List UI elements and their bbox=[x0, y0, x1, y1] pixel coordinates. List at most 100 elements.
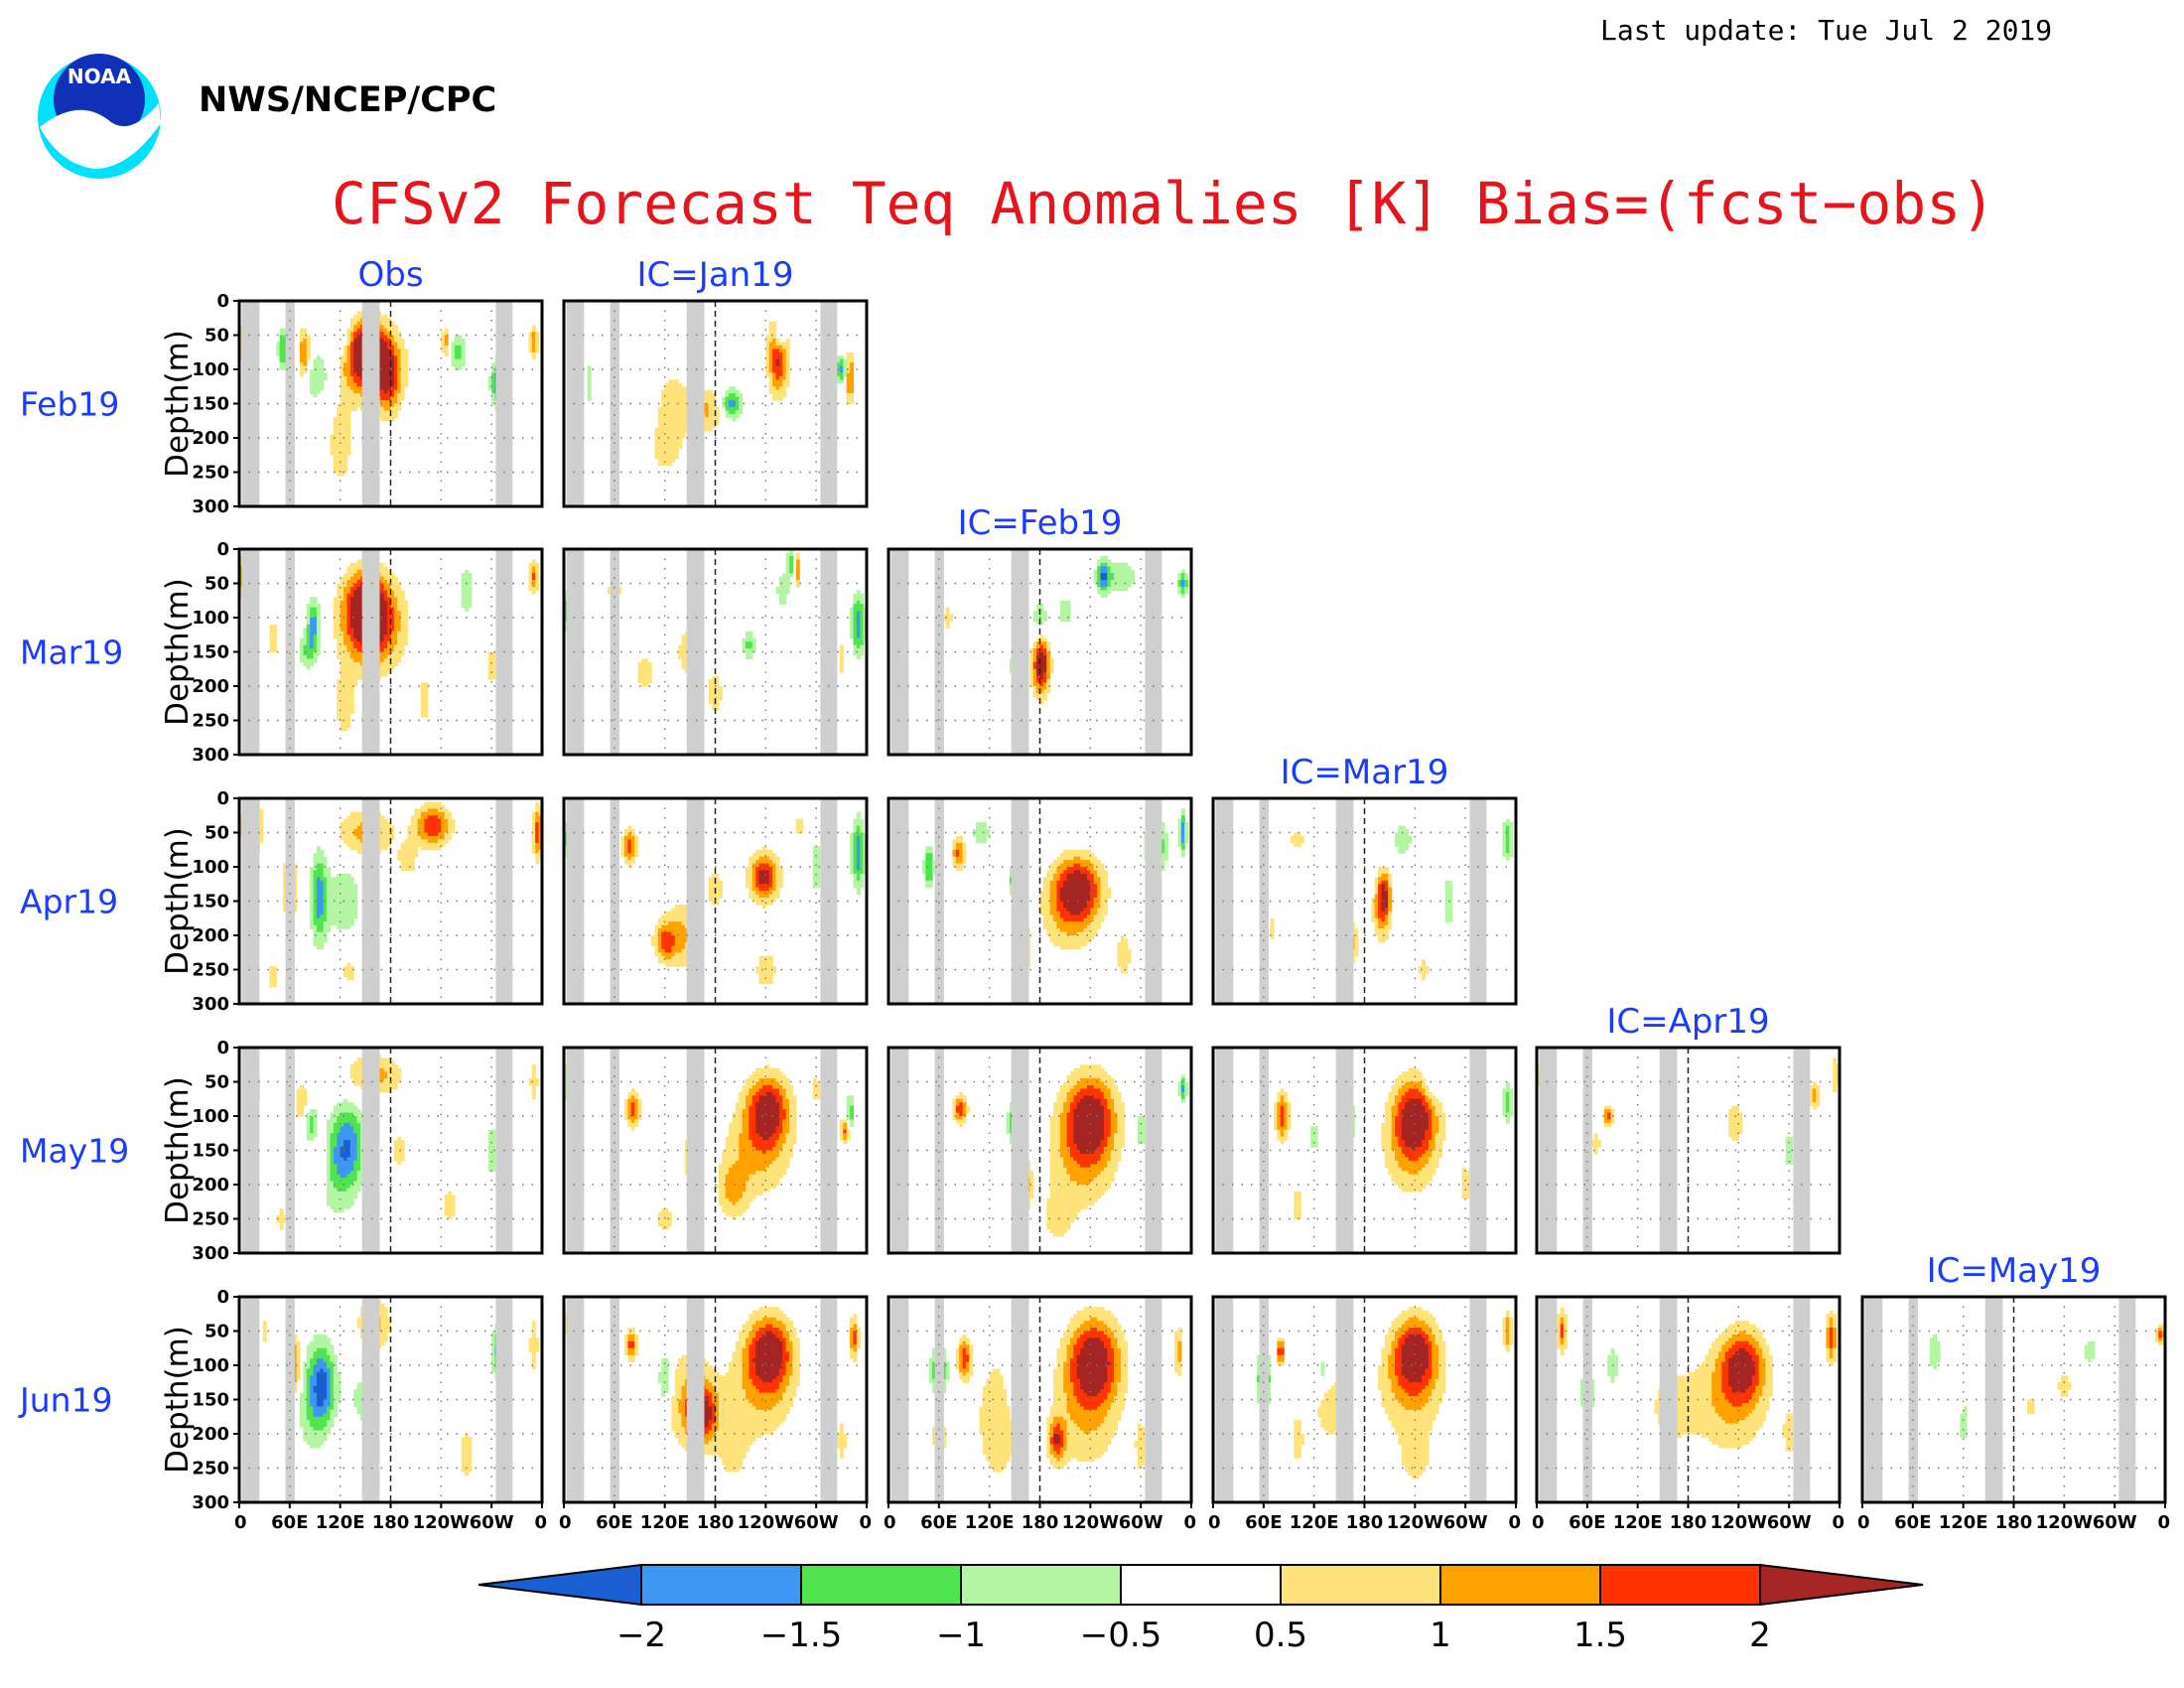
land-mask-band bbox=[610, 798, 619, 1004]
panel-apr19-col0: 0 50 100 150 200 250 300 Depth(m) Apr19 bbox=[20, 788, 544, 1015]
land-mask-band bbox=[1259, 1048, 1269, 1253]
land-mask-band bbox=[1908, 1297, 1918, 1502]
y-tick-label: 50 bbox=[205, 1322, 229, 1342]
y-tick-label: 0 bbox=[216, 788, 229, 809]
x-tick-label: 0 bbox=[1183, 1512, 1196, 1533]
x-tick-label: 60W bbox=[1443, 1512, 1488, 1533]
land-mask-band bbox=[1335, 1048, 1354, 1253]
land-mask-band bbox=[1539, 1297, 1558, 1502]
land-mask-band bbox=[1864, 1297, 1883, 1502]
y-tick-label: 200 bbox=[192, 428, 229, 449]
x-tick-label: 60W bbox=[470, 1512, 514, 1533]
x-tick-label: 60E bbox=[1245, 1512, 1282, 1533]
y-axis-label: Depth(m) bbox=[160, 578, 196, 726]
anomaly-field bbox=[564, 1048, 867, 1253]
y-tick-label: 150 bbox=[192, 1390, 229, 1411]
panel-may19-col3 bbox=[1211, 1046, 1518, 1255]
panel-frame bbox=[562, 299, 869, 508]
y-tick-label: 100 bbox=[192, 857, 229, 878]
colorbar-swatch bbox=[960, 1564, 1122, 1606]
y-axis-label: Depth(m) bbox=[160, 1076, 196, 1224]
x-tick-label: 120E bbox=[1939, 1512, 1988, 1533]
row-label-mar19: Mar19 bbox=[20, 633, 123, 672]
panel-frame bbox=[887, 1046, 1193, 1255]
land-mask-band bbox=[1011, 1048, 1029, 1253]
x-tick-label: 120W bbox=[1387, 1512, 1444, 1533]
last-update-label: Last update: Tue Jul 2 2019 bbox=[1600, 14, 2052, 47]
anomaly-field bbox=[1213, 1048, 1516, 1253]
anomaly-field bbox=[564, 1297, 867, 1502]
colorbar: −2 −1.5 −1 −0.5 0.5 1 1.5 2 bbox=[478, 1563, 1924, 1655]
land-mask-band bbox=[566, 798, 585, 1004]
y-tick-label: 0 bbox=[216, 1038, 229, 1058]
column-title: IC=Apr19 bbox=[1606, 1002, 1769, 1042]
colorbar-max-arrow bbox=[1759, 1563, 1924, 1607]
land-mask-band bbox=[1011, 549, 1029, 755]
panel-frame bbox=[887, 547, 1193, 757]
land-mask-band bbox=[1539, 1048, 1558, 1253]
land-mask-band bbox=[1659, 1297, 1678, 1502]
y-axis-label: Depth(m) bbox=[160, 330, 196, 478]
colorbar-label: −1 bbox=[936, 1616, 986, 1655]
y-tick-label: 250 bbox=[192, 1209, 229, 1230]
y-tick-label: 250 bbox=[192, 960, 229, 981]
anomaly-field bbox=[888, 1048, 1191, 1253]
x-tick-label: 0 bbox=[559, 1512, 572, 1533]
land-mask-band bbox=[934, 798, 944, 1004]
anomaly-field bbox=[1862, 1297, 2165, 1502]
x-tick-label: 120E bbox=[316, 1512, 365, 1533]
y-tick-label: 150 bbox=[192, 394, 229, 415]
land-mask-band bbox=[361, 798, 380, 1004]
x-tick-label: 0 bbox=[859, 1512, 872, 1533]
x-tick-label: 180 bbox=[372, 1512, 410, 1533]
anomaly-field bbox=[1213, 798, 1516, 1004]
x-tick-label: 180 bbox=[1346, 1512, 1384, 1533]
land-mask-band bbox=[361, 549, 380, 755]
x-tick-label: 120W bbox=[1062, 1512, 1120, 1533]
y-tick-label: 100 bbox=[192, 608, 229, 629]
land-mask-band bbox=[1011, 798, 1029, 1004]
row-label-jun19: Jun19 bbox=[18, 1381, 113, 1420]
land-mask-band bbox=[1215, 1048, 1234, 1253]
anomaly-field bbox=[888, 798, 1191, 1004]
column-title: IC=Feb19 bbox=[958, 503, 1123, 543]
land-mask-band bbox=[361, 1297, 380, 1502]
y-tick-label: 150 bbox=[192, 642, 229, 663]
x-tick-label: 180 bbox=[1022, 1512, 1059, 1533]
column-title: IC=May19 bbox=[1927, 1251, 2102, 1291]
panel-mar19-col1 bbox=[562, 547, 869, 757]
land-mask-band bbox=[890, 549, 909, 755]
land-mask-band bbox=[610, 549, 619, 755]
x-tick-label: 120W bbox=[2036, 1512, 2094, 1533]
x-tick-label: 0 bbox=[534, 1512, 547, 1533]
colorbar-swatch bbox=[640, 1564, 802, 1606]
x-tick-label: 120E bbox=[965, 1512, 1015, 1533]
y-tick-label: 300 bbox=[192, 1243, 229, 1264]
land-mask-band bbox=[686, 549, 705, 755]
y-axis-label: Depth(m) bbox=[160, 1326, 196, 1474]
land-mask-band bbox=[285, 1048, 295, 1253]
colorbar-label: 2 bbox=[1749, 1616, 1771, 1655]
land-mask-band bbox=[285, 798, 295, 1004]
colorbar-swatch bbox=[1599, 1564, 1761, 1606]
x-tick-label: 120E bbox=[640, 1512, 690, 1533]
land-mask-band bbox=[890, 1297, 909, 1502]
anomaly-field bbox=[239, 1297, 542, 1502]
anomaly-field bbox=[239, 549, 542, 755]
x-tick-label: 60E bbox=[596, 1512, 632, 1533]
y-tick-label: 300 bbox=[192, 745, 229, 766]
x-tick-label: 60W bbox=[794, 1512, 839, 1533]
column-title: IC=Jan19 bbox=[637, 255, 794, 295]
panel-frame bbox=[562, 547, 869, 757]
panel-frame bbox=[1535, 1046, 1842, 1255]
y-tick-label: 50 bbox=[205, 326, 229, 347]
land-mask-band bbox=[1215, 1297, 1234, 1502]
logo-lettering: NOAA bbox=[68, 65, 132, 88]
x-tick-label: 180 bbox=[1670, 1512, 1707, 1533]
land-mask-band bbox=[1335, 798, 1354, 1004]
colorbar-label: −1.5 bbox=[760, 1616, 843, 1655]
y-tick-label: 100 bbox=[192, 1355, 229, 1376]
x-tick-label: 60E bbox=[920, 1512, 957, 1533]
anomaly-field bbox=[239, 301, 542, 506]
colorbar-label: −0.5 bbox=[1080, 1616, 1162, 1655]
